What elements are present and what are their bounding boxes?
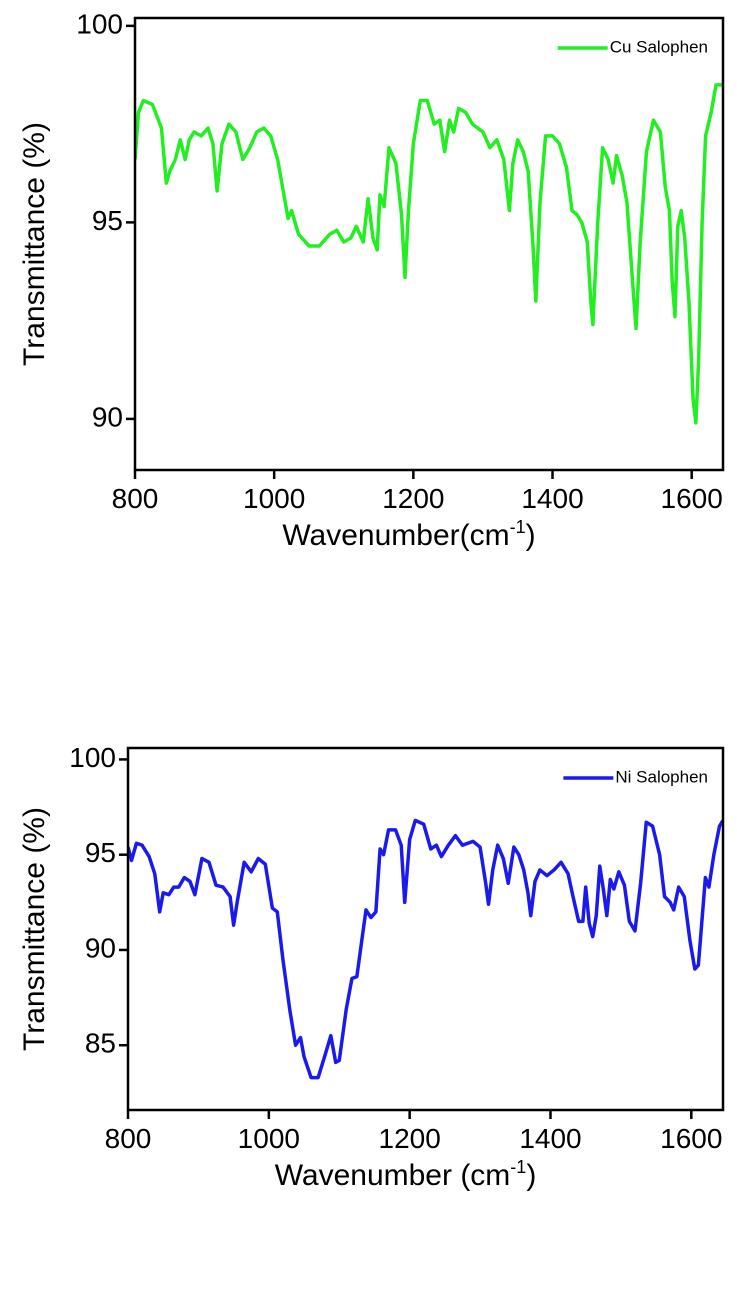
x-axis-label: Wavenumber(cm-1) (282, 517, 535, 552)
x-tick-label: 1200 (382, 483, 444, 514)
x-tick-label: 800 (105, 1123, 152, 1154)
y-tick-label: 90 (92, 401, 123, 432)
y-tick-label: 100 (69, 742, 116, 773)
data-line (128, 818, 723, 1080)
plot-frame (133, 16, 725, 472)
x-tick-label: 800 (112, 483, 159, 514)
x-axis-label-main: Wavenumber(cm (282, 519, 509, 552)
x-axis-label-sup: -1 (510, 517, 526, 537)
x-axis-label: Wavenumber (cm-1) (275, 1157, 537, 1192)
x-axis-label-end: ) (526, 1159, 536, 1192)
x-tick-label: 1600 (661, 483, 723, 514)
x-axis-label-sup: -1 (510, 1157, 526, 1177)
legend-label: Ni Salophen (615, 767, 708, 786)
x-tick-label: 1000 (238, 1123, 300, 1154)
data-line (135, 83, 723, 425)
x-tick-label: 1400 (519, 1123, 581, 1154)
y-tick-label: 85 (85, 1028, 116, 1059)
y-tick-label: 95 (85, 837, 116, 868)
plot-frame (126, 746, 725, 1112)
y-tick-label: 90 (85, 932, 116, 963)
legend-label: Cu Salophen (610, 37, 708, 56)
x-tick-label: 1600 (660, 1123, 722, 1154)
panel: 90 95 100 800 1000 1200 1400 1600 Cu Salophen Tra… (18, 8, 725, 552)
y-tick-label: 100 (76, 8, 123, 39)
x-tick-label: 1000 (243, 483, 305, 514)
x-axis-label-end: ) (526, 519, 536, 552)
y-axis-label: Transmittance (%) (18, 807, 51, 1051)
x-tick-label: 1200 (379, 1123, 441, 1154)
x-axis-label-main: Wavenumber (cm (275, 1159, 511, 1192)
y-tick-label: 95 (92, 205, 123, 236)
y-axis-label: Transmittance (%) (18, 122, 51, 366)
x-tick-label: 1400 (521, 483, 583, 514)
panel: 85 90 95 100 800 1000 1200 1400 1600 Ni Salophen T… (18, 742, 725, 1192)
